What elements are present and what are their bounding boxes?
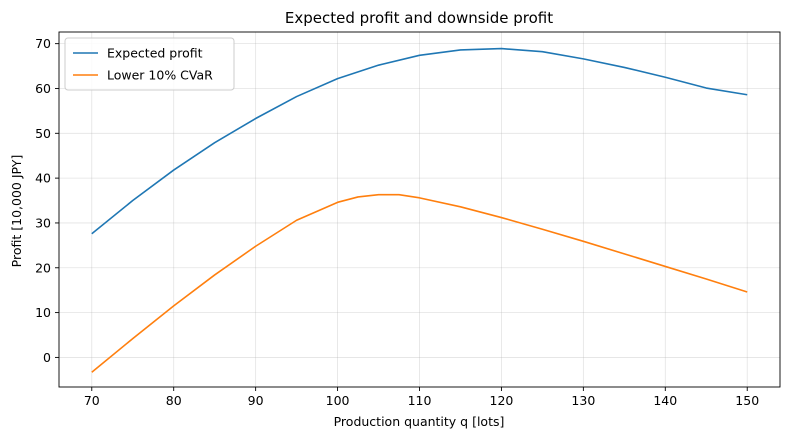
x-tick-label: 120 (490, 393, 514, 408)
y-tick-label: 20 (35, 260, 51, 275)
series-layer (91, 47, 748, 373)
x-tick-label: 140 (653, 393, 677, 408)
legend-box (64, 37, 235, 91)
y-tick-label: 50 (35, 126, 51, 141)
grid-lines (59, 32, 780, 387)
series-line-2 (91, 193, 748, 373)
legend-label: Expected profit (107, 46, 203, 61)
y-tick-label: 30 (35, 215, 51, 230)
chart-title: Expected profit and downside profit (285, 9, 553, 27)
y-tick-label: 0 (43, 350, 51, 365)
x-axis-label: Production quantity q [lots] (334, 414, 505, 429)
x-tick-label: 80 (166, 393, 182, 408)
x-tick-label: 90 (248, 393, 264, 408)
x-tick-label: 100 (326, 393, 350, 408)
legend-label: Lower 10% CVaR (107, 68, 213, 83)
y-axis-label: Profit [10,000 JPY] (9, 155, 24, 268)
y-tick-label: 40 (35, 171, 51, 186)
y-tick-label: 60 (35, 81, 51, 96)
x-tick-label: 130 (571, 393, 595, 408)
legend: Expected profit Lower 10% CVaR (64, 37, 235, 91)
y-tick-label: 70 (35, 36, 51, 51)
series-line-1 (91, 47, 748, 235)
x-axis-ticks: 70 80 90 100 110 120 130 140 150 (84, 387, 759, 408)
y-axis-ticks: 0 10 20 30 40 50 60 70 (35, 36, 59, 365)
y-tick-label: 10 (35, 305, 51, 320)
x-tick-label: 70 (84, 393, 100, 408)
x-tick-label: 110 (408, 393, 432, 408)
x-tick-label: 150 (735, 393, 759, 408)
